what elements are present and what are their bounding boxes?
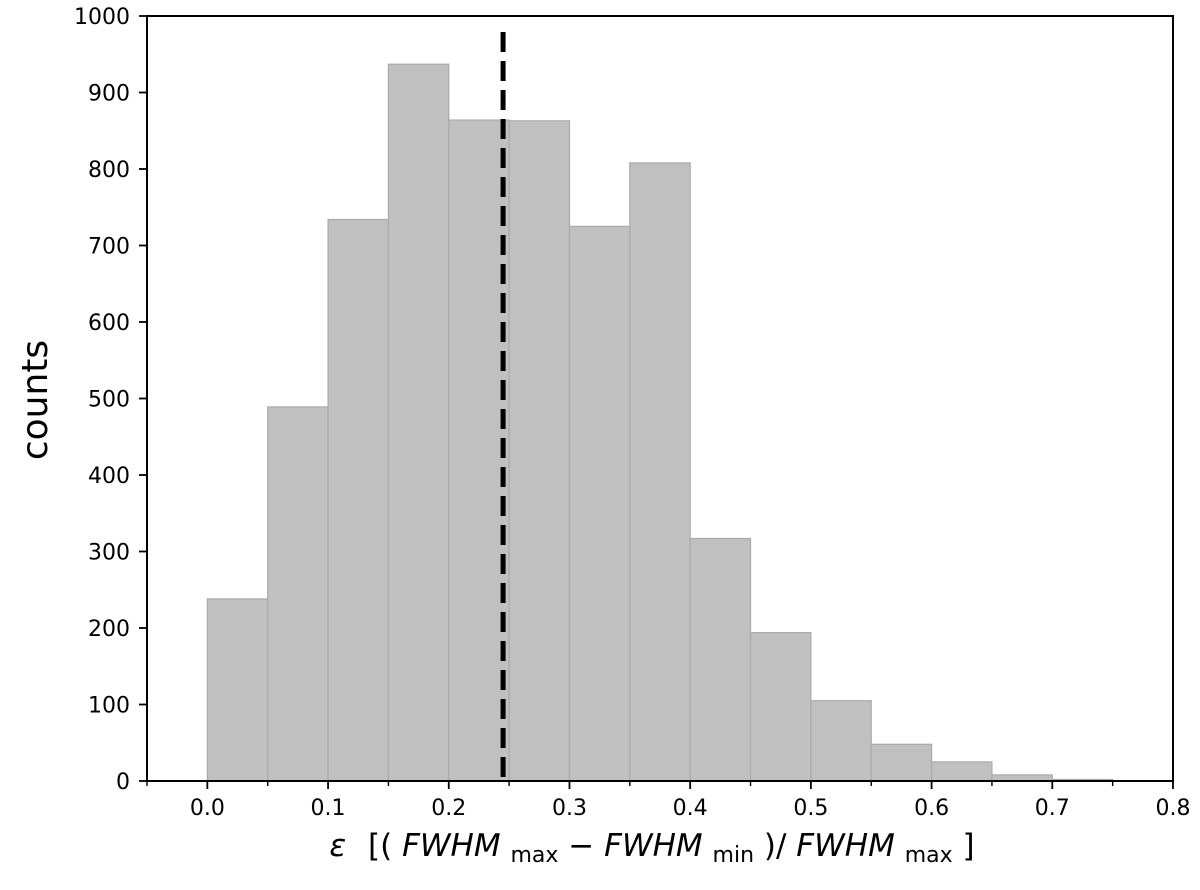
y-tick-label: 300 — [88, 541, 130, 566]
x-axis-label-mid: )/ — [764, 828, 787, 864]
histogram-bar — [689, 537, 752, 782]
histogram-bar — [387, 63, 450, 782]
x-axis-label: ε [( FWHM max − FWHM min )/ FWHM max ] — [329, 828, 974, 870]
y-tick-label: 1000 — [74, 5, 130, 30]
x-tick-label: 0.3 — [552, 796, 587, 821]
histogram-bar — [267, 406, 329, 782]
x-axis-label-minus: − — [568, 828, 604, 864]
x-tick-label: 0.6 — [914, 796, 949, 821]
x-axis-label-term-c: FWHM — [796, 828, 895, 864]
y-axis-ticks: 0 100 200 300 400 500 600 700 800 900 1000 — [74, 5, 147, 795]
x-axis-label-term-a: FWHM — [402, 828, 501, 864]
x-axis-label-sub-b: min — [713, 843, 755, 868]
y-tick-label: 400 — [88, 464, 130, 489]
y-tick-label: 800 — [88, 158, 130, 183]
y-tick-label: 500 — [88, 388, 130, 413]
x-tick-label: 0.5 — [793, 796, 828, 821]
x-axis-label-open: [( — [368, 828, 392, 864]
x-axis-label-symbol: ε — [329, 828, 346, 864]
histogram-bar — [870, 743, 933, 782]
histogram-bar — [930, 761, 993, 782]
x-tick-label: 0.0 — [190, 796, 225, 821]
y-tick-label: 900 — [88, 82, 130, 107]
x-axis-ticks: 0.0 0.1 0.2 0.3 0.4 0.5 0.6 0.7 0.8 — [146, 781, 1191, 821]
x-tick-label: 0.8 — [1156, 796, 1191, 821]
histogram-bar — [749, 631, 812, 782]
histogram-bar — [810, 700, 872, 782]
x-axis-label-close: ] — [963, 828, 975, 864]
y-tick-label: 100 — [88, 694, 130, 719]
histogram-bar — [568, 225, 631, 782]
x-tick-label: 0.1 — [311, 796, 346, 821]
y-tick-label: 200 — [88, 617, 130, 642]
histogram-bar — [206, 598, 269, 782]
x-axis-label-sub-a: max — [510, 843, 558, 868]
y-tick-label: 700 — [88, 235, 130, 260]
y-axis-label: counts — [15, 340, 56, 460]
x-axis-label-term-b: FWHM — [604, 828, 703, 864]
x-axis-label-sub-c: max — [905, 843, 953, 868]
histogram-bar — [327, 218, 390, 782]
bars-group — [206, 63, 1114, 782]
x-tick-label: 0.7 — [1035, 796, 1070, 821]
y-tick-label: 0 — [116, 770, 130, 795]
histogram-bar — [629, 162, 691, 782]
histogram-bar — [508, 120, 571, 782]
x-tick-label: 0.2 — [431, 796, 466, 821]
y-tick-label: 600 — [88, 311, 130, 336]
histogram-bar — [448, 119, 510, 782]
x-tick-label: 0.4 — [673, 796, 708, 821]
